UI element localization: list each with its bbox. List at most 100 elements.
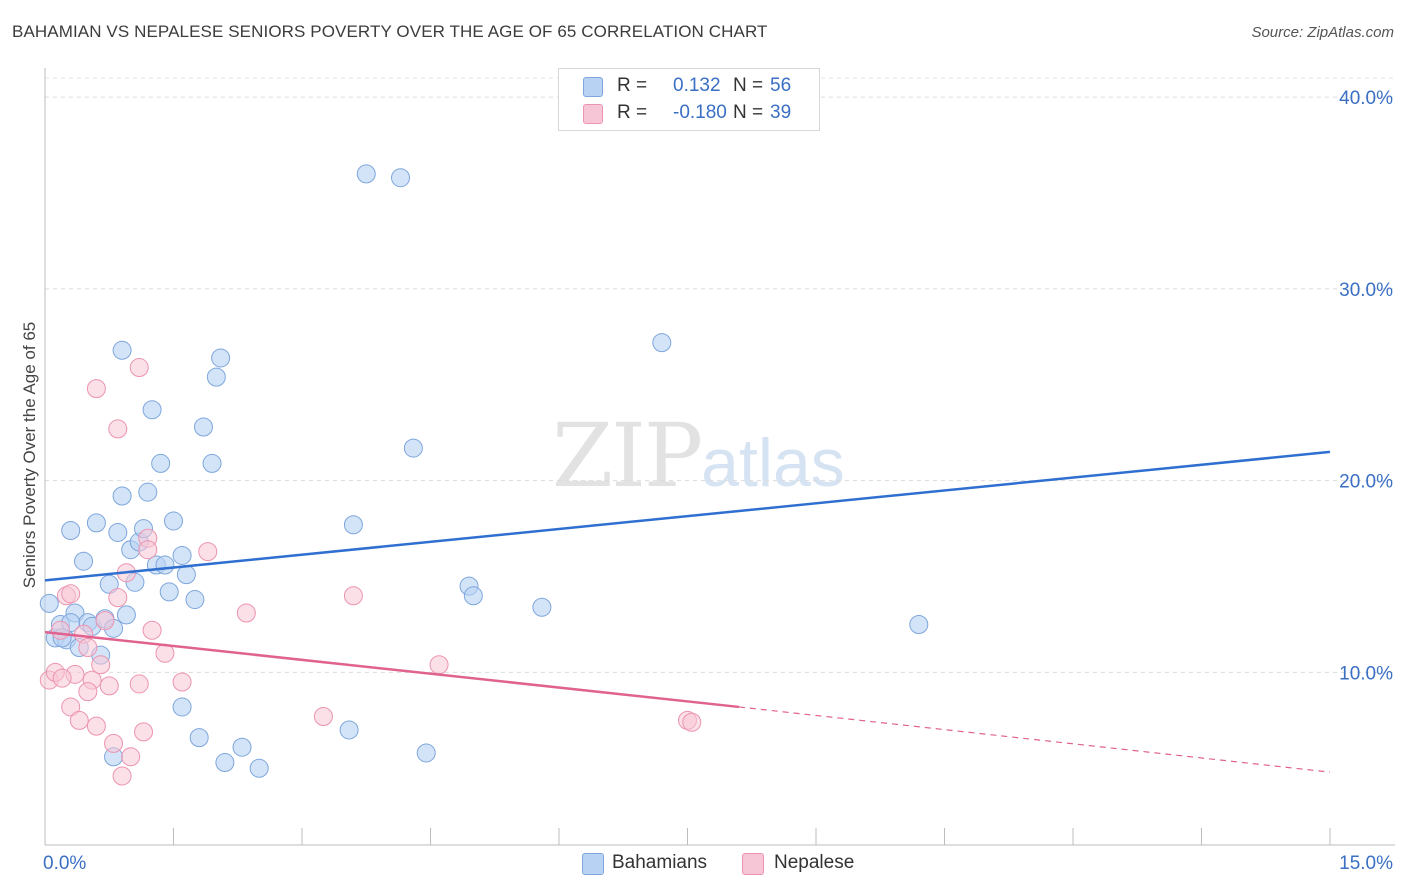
data-point-nepalese bbox=[429, 655, 449, 675]
data-point-bahamians bbox=[172, 545, 192, 565]
data-point-nepalese bbox=[86, 716, 106, 736]
nepalese-legend-label: Nepalese bbox=[774, 852, 855, 873]
legend-n-value: 39 bbox=[770, 102, 792, 123]
trend-lines bbox=[44, 450, 1331, 773]
x-tick-label: 0.0% bbox=[43, 853, 86, 874]
data-point-bahamians bbox=[86, 513, 106, 533]
data-point-bahamians bbox=[403, 438, 423, 458]
data-point-bahamians bbox=[391, 168, 411, 188]
data-point-bahamians bbox=[159, 582, 179, 602]
data-point-nepalese bbox=[236, 603, 256, 623]
trend-line-bahamians bbox=[44, 450, 1331, 582]
data-point-nepalese bbox=[86, 379, 106, 399]
data-point-nepalese bbox=[52, 668, 72, 688]
data-point-bahamians bbox=[356, 164, 376, 184]
chart-title: BAHAMIAN VS NEPALESE SENIORS POVERTY OVE… bbox=[12, 22, 768, 41]
bahamians-legend-label: Bahamians bbox=[612, 852, 708, 873]
data-point-bahamians bbox=[172, 697, 192, 717]
data-point-nepalese bbox=[91, 655, 111, 675]
legend-r-value: 0.132 bbox=[673, 75, 721, 96]
data-point-nepalese bbox=[198, 542, 218, 562]
data-point-nepalese bbox=[78, 637, 98, 657]
data-point-bahamians bbox=[176, 565, 196, 585]
data-point-nepalese bbox=[50, 620, 70, 640]
watermark-atlas: atlas bbox=[701, 425, 845, 501]
data-point-nepalese bbox=[129, 358, 149, 378]
data-point-bahamians bbox=[211, 348, 231, 368]
data-point-nepalese bbox=[108, 588, 128, 608]
data-point-bahamians bbox=[249, 758, 269, 778]
data-point-bahamians bbox=[116, 605, 136, 625]
data-point-nepalese bbox=[134, 722, 154, 742]
data-point-nepalese bbox=[69, 710, 89, 730]
y-tick-label: 40.0% bbox=[1339, 88, 1393, 109]
watermark: ZIPatlas bbox=[552, 404, 845, 507]
data-point-bahamians bbox=[39, 593, 59, 613]
data-point-nepalese bbox=[343, 586, 363, 606]
correlation-legend: R = 0.132 N = 56 R = -0.180 N = 39 bbox=[558, 68, 820, 131]
data-point-bahamians bbox=[138, 482, 158, 502]
data-point-bahamians bbox=[416, 743, 436, 763]
y-tick-label: 30.0% bbox=[1339, 280, 1393, 301]
legend-n-label: N = bbox=[733, 75, 764, 96]
legend-n-value: 56 bbox=[770, 75, 792, 96]
data-point-bahamians bbox=[463, 586, 483, 606]
bahamians-legend-swatch bbox=[582, 853, 604, 875]
legend-n-label: N = bbox=[733, 102, 764, 123]
data-point-bahamians bbox=[193, 417, 213, 437]
data-point-bahamians bbox=[652, 333, 672, 353]
legend-r-label: R = bbox=[617, 102, 648, 123]
nepalese-swatch bbox=[583, 104, 603, 124]
data-point-nepalese bbox=[99, 676, 119, 696]
data-point-nepalese bbox=[61, 697, 81, 717]
data-point-nepalese bbox=[138, 540, 158, 560]
trend-line-nepalese bbox=[44, 630, 740, 709]
data-point-bahamians bbox=[108, 522, 128, 542]
y-tick-label: 20.0% bbox=[1339, 472, 1393, 493]
data-point-bahamians bbox=[339, 720, 359, 740]
nepalese-points bbox=[39, 358, 702, 786]
data-point-bahamians bbox=[155, 555, 175, 575]
data-point-nepalese bbox=[682, 712, 702, 732]
data-point-nepalese bbox=[78, 682, 98, 702]
data-point-bahamians bbox=[909, 614, 929, 634]
data-point-bahamians bbox=[532, 597, 552, 617]
data-point-bahamians bbox=[112, 486, 132, 506]
data-point-nepalese bbox=[61, 584, 81, 604]
data-point-nepalese bbox=[95, 611, 115, 631]
data-point-bahamians bbox=[185, 590, 205, 610]
data-point-nepalese bbox=[112, 766, 132, 786]
data-point-bahamians bbox=[215, 753, 235, 773]
data-point-bahamians bbox=[232, 737, 252, 757]
data-point-bahamians bbox=[343, 515, 363, 535]
axes bbox=[44, 68, 1395, 846]
trend-line-nepalese-extension bbox=[738, 706, 1331, 773]
watermark-zip: ZIP bbox=[552, 404, 703, 507]
legend-r-label: R = bbox=[617, 75, 648, 96]
y-tick-label: 10.0% bbox=[1339, 663, 1393, 684]
data-point-bahamians bbox=[164, 511, 183, 531]
nepalese-legend-swatch bbox=[742, 853, 764, 875]
data-point-bahamians bbox=[151, 453, 171, 473]
data-point-bahamians bbox=[142, 400, 162, 420]
tick-labels: 10.0% 20.0% 30.0% 40.0% 0.0% 15.0% bbox=[43, 88, 1393, 874]
gridlines bbox=[45, 77, 1395, 673]
data-point-bahamians bbox=[61, 521, 81, 541]
data-point-bahamians bbox=[99, 574, 119, 594]
data-point-nepalese bbox=[172, 672, 192, 692]
data-point-nepalese bbox=[104, 733, 124, 753]
x-tick-label: 15.0% bbox=[1339, 853, 1393, 874]
data-point-bahamians bbox=[74, 551, 94, 571]
data-point-nepalese bbox=[129, 674, 149, 694]
data-point-nepalese bbox=[313, 707, 333, 727]
bahamians-swatch bbox=[583, 77, 603, 97]
source-credit: Source: ZipAtlas.com bbox=[1251, 24, 1394, 41]
data-point-nepalese bbox=[142, 620, 162, 640]
legend-r-value: -0.180 bbox=[673, 102, 727, 123]
data-point-bahamians bbox=[202, 453, 222, 473]
data-point-bahamians bbox=[112, 340, 132, 360]
data-point-bahamians bbox=[189, 728, 209, 748]
data-point-nepalese bbox=[108, 419, 128, 439]
data-point-nepalese bbox=[121, 747, 141, 767]
